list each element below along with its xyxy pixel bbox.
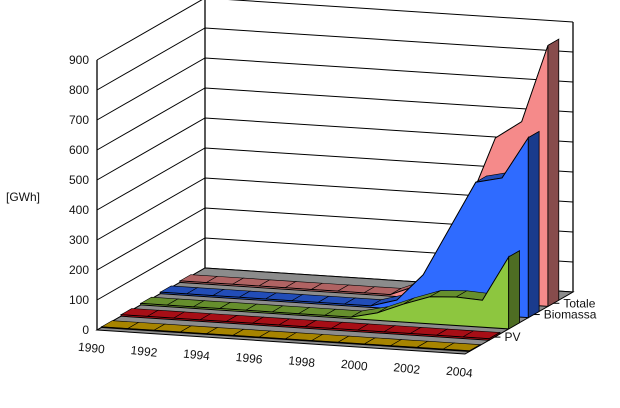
y-tick-label: 100 xyxy=(69,293,89,307)
y-tick-label: 400 xyxy=(69,203,89,217)
depth-label: Biomassa xyxy=(544,308,597,322)
series-endcap-2 xyxy=(508,250,520,330)
x-tick-label: 1996 xyxy=(235,350,263,367)
gridline xyxy=(96,27,574,91)
y-tick-label: 500 xyxy=(69,173,89,187)
gridline xyxy=(96,0,574,61)
series-endcap-1 xyxy=(488,331,501,341)
y-tick-label: 200 xyxy=(69,263,89,277)
x-tick-label: 2000 xyxy=(340,357,368,374)
series-endcap-3 xyxy=(527,130,540,319)
x-tick-label: 1998 xyxy=(288,353,316,370)
y-axis-label: [GWh] xyxy=(6,190,40,204)
x-tick-label: 1992 xyxy=(130,343,158,360)
depth-label: PV xyxy=(504,330,520,344)
y-tick-label: 900 xyxy=(69,53,89,67)
x-tick-label: 1990 xyxy=(77,340,105,357)
y-tick-label: 0 xyxy=(82,323,89,337)
x-tick-label: 1994 xyxy=(183,347,211,364)
y-tick-label: 600 xyxy=(69,143,89,157)
depth-label: Totale xyxy=(563,296,595,310)
x-tick-label: 2004 xyxy=(445,364,473,381)
series-endcap-0 xyxy=(469,343,481,353)
x-tick-label: 2002 xyxy=(393,360,421,377)
gridline xyxy=(96,57,574,121)
y-tick-label: 300 xyxy=(69,233,89,247)
y-tick-label: 800 xyxy=(69,83,89,97)
y-tick-label: 700 xyxy=(69,113,89,127)
series-endcap-4 xyxy=(547,38,560,308)
